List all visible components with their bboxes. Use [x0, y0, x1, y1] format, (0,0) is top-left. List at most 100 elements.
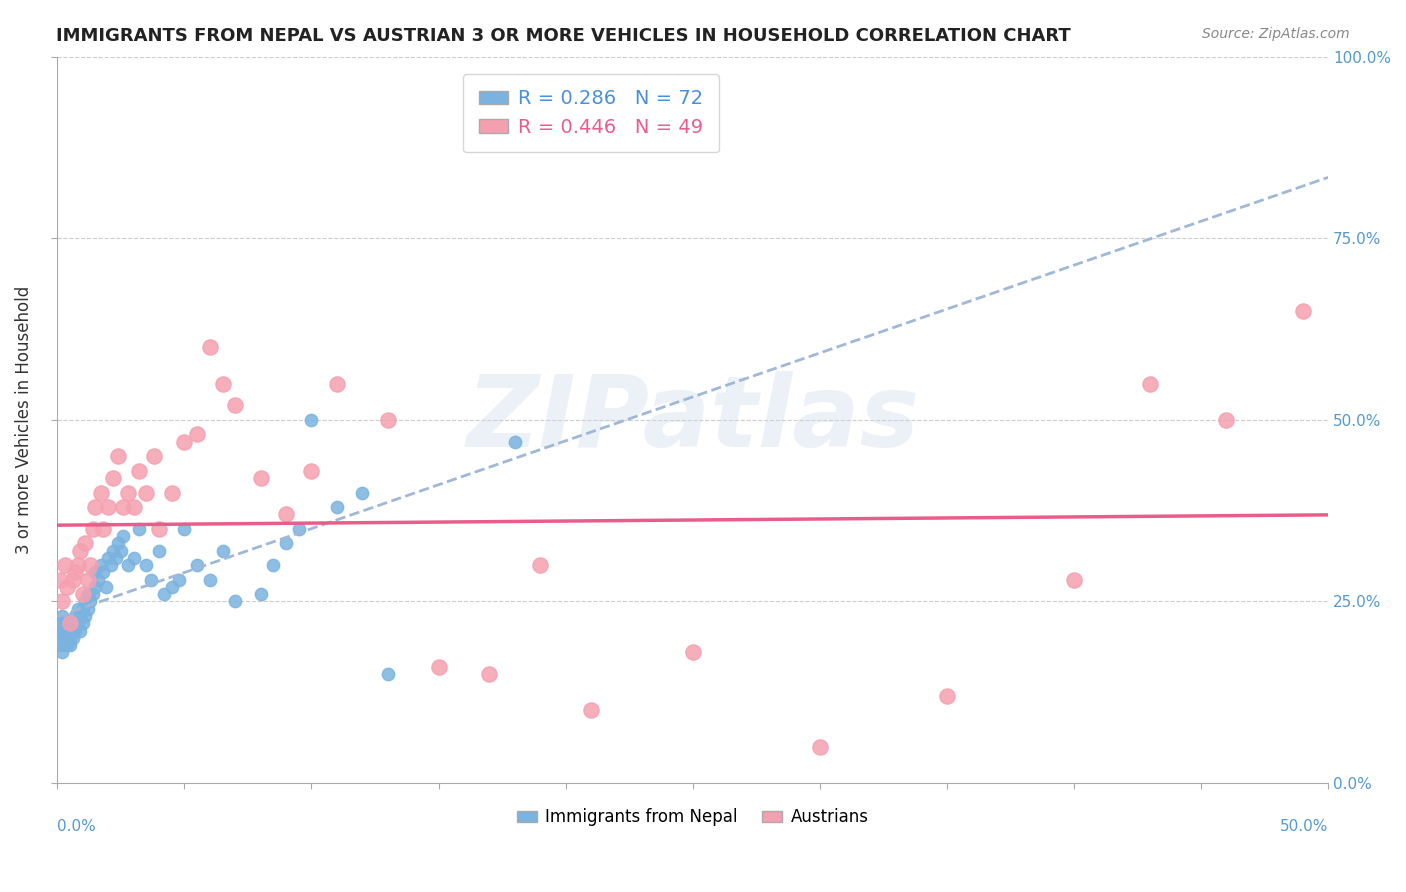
Point [66, 558, 89, 573]
Point [51, 631, 73, 645]
Point [128, 522, 150, 536]
Point [75, 594, 97, 608]
Point [59, 631, 82, 645]
Point [66, 616, 89, 631]
Point [326, 500, 349, 514]
Point [84, 500, 107, 514]
Point [82, 587, 104, 601]
Point [66, 601, 89, 615]
Point [682, 645, 704, 659]
Point [76, 573, 98, 587]
Point [135, 485, 157, 500]
Point [69, 543, 91, 558]
Point [79, 594, 101, 608]
Point [84, 580, 107, 594]
Point [1292, 304, 1315, 318]
Point [352, 485, 374, 500]
Point [224, 594, 246, 608]
Point [579, 703, 602, 717]
Point [87, 573, 110, 587]
Point [72, 616, 94, 631]
Point [56, 631, 79, 645]
Point [79, 558, 101, 573]
Point [69, 609, 91, 624]
Point [274, 536, 297, 550]
Point [301, 464, 323, 478]
Point [249, 587, 271, 601]
Point [135, 558, 157, 573]
Point [69, 624, 91, 638]
Point [117, 558, 139, 573]
Point [62, 573, 84, 587]
Point [72, 601, 94, 615]
Point [59, 638, 82, 652]
Point [56, 616, 79, 631]
Point [51, 609, 73, 624]
Point [186, 558, 208, 573]
Point [211, 376, 233, 391]
Point [63, 609, 86, 624]
Point [100, 558, 122, 573]
Point [97, 500, 120, 514]
Point [1215, 413, 1237, 427]
Text: 50.0%: 50.0% [1279, 820, 1329, 834]
Point [49, 616, 72, 631]
Point [53, 616, 76, 631]
Point [53, 624, 76, 638]
Point [112, 529, 135, 543]
Point [478, 667, 501, 681]
Point [377, 667, 399, 681]
Point [53, 631, 76, 645]
Point [91, 522, 114, 536]
Point [529, 558, 551, 573]
Point [59, 624, 82, 638]
Point [186, 427, 208, 442]
Point [82, 522, 104, 536]
Point [62, 631, 84, 645]
Point [59, 616, 82, 631]
Point [326, 376, 349, 391]
Point [91, 566, 114, 580]
Point [53, 638, 76, 652]
Point [49, 573, 72, 587]
Point [935, 689, 957, 703]
Text: IMMIGRANTS FROM NEPAL VS AUSTRIAN 3 OR MORE VEHICLES IN HOUSEHOLD CORRELATION CH: IMMIGRANTS FROM NEPAL VS AUSTRIAN 3 OR M… [56, 27, 1071, 45]
Point [104, 550, 127, 565]
Point [76, 601, 98, 615]
Point [301, 413, 323, 427]
Point [153, 587, 176, 601]
Point [51, 594, 73, 608]
Text: Source: ZipAtlas.com: Source: ZipAtlas.com [1202, 27, 1350, 41]
Point [62, 616, 84, 631]
Point [173, 522, 195, 536]
Point [112, 500, 135, 514]
Point [94, 580, 117, 594]
Point [142, 449, 165, 463]
Point [128, 464, 150, 478]
Point [59, 616, 82, 631]
Point [49, 638, 72, 652]
Point [75, 536, 97, 550]
Point [427, 660, 450, 674]
Point [141, 573, 163, 587]
Point [148, 543, 170, 558]
Point [173, 434, 195, 449]
Point [249, 471, 271, 485]
Point [262, 558, 284, 573]
Point [53, 558, 76, 573]
Point [287, 522, 309, 536]
Point [63, 624, 86, 638]
Point [62, 624, 84, 638]
Point [56, 580, 79, 594]
Point [56, 638, 79, 652]
Point [224, 398, 246, 412]
Point [211, 543, 233, 558]
Point [808, 739, 831, 754]
Text: ZIPatlas: ZIPatlas [467, 371, 920, 468]
Point [76, 587, 98, 601]
Legend: Immigrants from Nepal, Austrians: Immigrants from Nepal, Austrians [510, 802, 876, 833]
Point [122, 500, 145, 514]
Point [160, 485, 183, 500]
Point [110, 543, 132, 558]
Point [49, 624, 72, 638]
